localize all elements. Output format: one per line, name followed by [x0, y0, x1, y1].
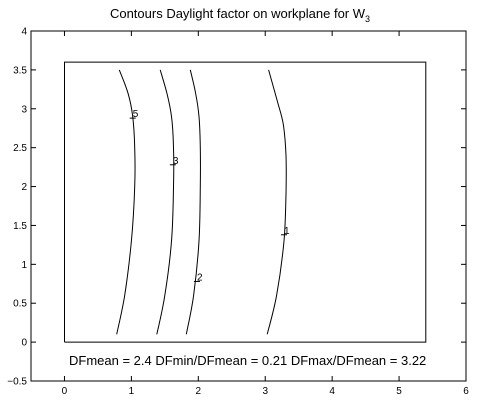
chart-title: Contours Daylight factor on workplane fo… — [110, 6, 370, 24]
contour-label-3: 3 — [173, 156, 179, 167]
contour-line-1 — [266, 69, 287, 335]
x-tick-label: 0 — [62, 386, 68, 397]
y-tick-label: 3.5 — [13, 65, 27, 76]
room-outline-group — [64, 61, 427, 343]
stats-summary: DFmean = 2.4 DFmin/DFmean = 0.21 DFmax/D… — [69, 353, 426, 368]
contour-label-2: 2 — [197, 272, 203, 283]
chart-title-main: Contours Daylight factor on workplane fo… — [110, 6, 366, 21]
y-tick-label: 2 — [21, 182, 27, 193]
y-tick-label: 3 — [21, 104, 27, 115]
y-tick-label: 0 — [21, 338, 27, 349]
plot-frame — [30, 30, 467, 382]
contour-line-3 — [156, 69, 175, 335]
y-tick-label: 0.5 — [13, 299, 27, 310]
x-tick-label: 5 — [396, 386, 402, 397]
x-tick-label: 6 — [463, 386, 469, 397]
x-tick-label: 2 — [196, 386, 202, 397]
chart-title-subscript: 3 — [365, 14, 370, 24]
contour-label-5: 5 — [133, 109, 139, 120]
y-tick-label: −0.5 — [7, 377, 27, 388]
contour-lines-group: 5 3 2 1 — [116, 69, 290, 335]
y-tick-label: 1 — [21, 260, 27, 271]
y-tick-label: 2.5 — [13, 143, 27, 154]
room-outline — [64, 61, 427, 343]
y-tick-label: 4 — [21, 27, 27, 38]
y-tick-label: 1.5 — [13, 221, 27, 232]
x-tick-label: 3 — [262, 386, 268, 397]
x-tick-label: 4 — [329, 386, 335, 397]
contour-label-1: 1 — [284, 226, 290, 237]
plot-area-border — [30, 30, 467, 382]
contour-line-2 — [185, 69, 201, 335]
y-axis-ticks: −0.5 0 0.5 1 1.5 2 2.5 3 3.5 4 — [7, 27, 466, 388]
x-tick-label: 1 — [129, 386, 135, 397]
contour-line-5 — [116, 69, 136, 335]
x-axis-ticks: 0 1 2 3 4 5 6 — [62, 31, 469, 397]
